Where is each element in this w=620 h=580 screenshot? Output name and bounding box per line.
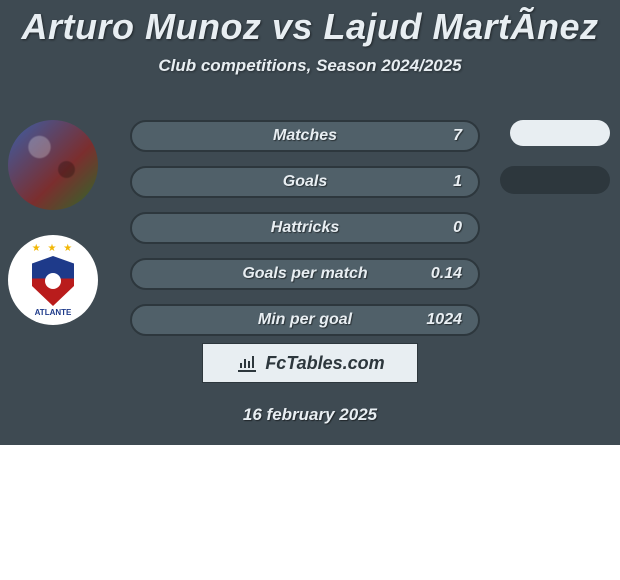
stat-label: Goals per match [242,265,367,283]
page-title: Arturo Munoz vs Lajud MartÃnez [0,0,620,48]
stat-value: 1024 [426,311,462,329]
stat-bar: Goals per match 0.14 [130,258,480,290]
side-pill-light [510,120,610,146]
stat-bar: Min per goal 1024 [130,304,480,336]
stat-row: Hattricks 0 [130,212,480,244]
stat-row: Goals per match 0.14 [130,258,480,290]
stat-bar: Matches 7 [130,120,480,152]
stat-value: 0 [453,219,462,237]
stat-row: Min per goal 1024 [130,304,480,336]
stat-value: 1 [453,173,462,191]
club-shield-icon [32,256,74,306]
fctables-logo[interactable]: FcTables.com [202,343,418,383]
content-area: ★ ★ ★ ATLANTE Matches 7 Goals 1 Hattricks 0 Go… [0,100,620,336]
stat-row: Matches 7 [130,120,480,152]
stat-label: Goals [283,173,327,191]
club-logo: ★ ★ ★ ATLANTE [8,235,98,325]
comparison-card: Arturo Munoz vs Lajud MartÃnez Club comp… [0,0,620,445]
date-text: 16 february 2025 [243,405,377,425]
stat-row: Goals 1 [130,166,480,198]
club-stars-icon: ★ ★ ★ [32,243,74,254]
stat-value: 7 [453,127,462,145]
stat-value: 0.14 [431,265,462,283]
stat-label: Min per goal [258,311,352,329]
player-avatar [8,120,98,210]
stat-bar: Goals 1 [130,166,480,198]
chart-icon [235,351,259,375]
logo-text: FcTables.com [265,353,384,374]
stat-bar: Hattricks 0 [130,212,480,244]
subtitle: Club competitions, Season 2024/2025 [0,56,620,76]
avatar-column: ★ ★ ★ ATLANTE [0,100,130,325]
stat-label: Matches [273,127,337,145]
club-name: ATLANTE [35,308,72,317]
stat-label: Hattricks [271,219,339,237]
side-pill-dark [500,166,610,194]
